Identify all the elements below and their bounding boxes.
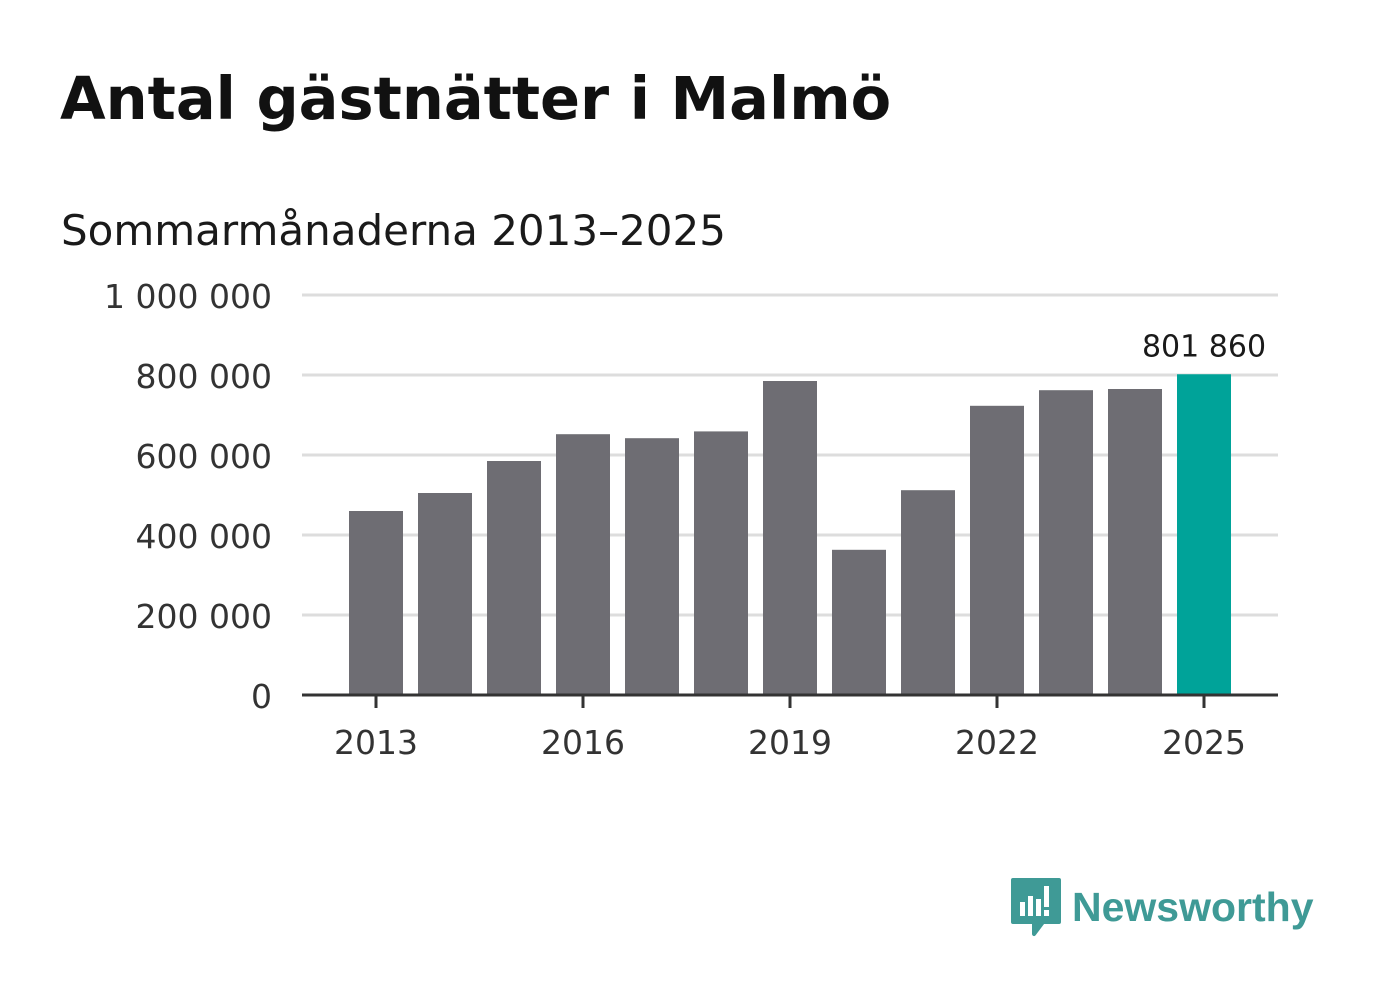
newsworthy-logo-icon [1011,878,1061,936]
bar [349,511,403,695]
y-tick-label: 0 [251,677,272,716]
bar [487,461,541,695]
y-tick-label: 600 000 [136,437,272,476]
bar [970,405,1024,695]
brand-logo: Newsworthy [1010,876,1314,938]
x-tick-label: 2019 [748,723,832,762]
y-tick-label: 800 000 [136,357,272,396]
bar [1108,389,1162,695]
brand-name: Newsworthy [1072,883,1314,930]
y-tick-label: 400 000 [136,517,272,556]
bar [694,431,748,695]
x-tick-label: 2022 [955,723,1039,762]
bar [556,434,610,695]
bar [418,493,472,695]
bar [763,381,817,695]
data-label: 801 860 [1142,329,1266,364]
x-tick-label: 2025 [1162,723,1246,762]
bar [1039,390,1093,695]
y-tick-label: 1 000 000 [104,277,272,316]
bars [349,374,1231,695]
y-axis-tick-labels: 0 200 000 400 000 600 000 800 000 1 000 000 [104,277,272,716]
x-tick-label: 2016 [541,723,625,762]
bar-highlight [1177,374,1231,695]
x-axis [302,693,1278,708]
data-labels: 801 860 [1142,329,1266,364]
chart-subtitle: Sommarmånaderna 2013–2025 [61,206,726,255]
y-tick-label: 200 000 [136,597,272,636]
chart-title: Antal gästnätter i Malmö [60,64,892,133]
x-axis-tick-labels: 2013 2016 2019 2022 2025 [334,723,1246,762]
bar [832,549,886,695]
bar [625,438,679,695]
x-tick-label: 2013 [334,723,418,762]
bar [901,490,955,695]
